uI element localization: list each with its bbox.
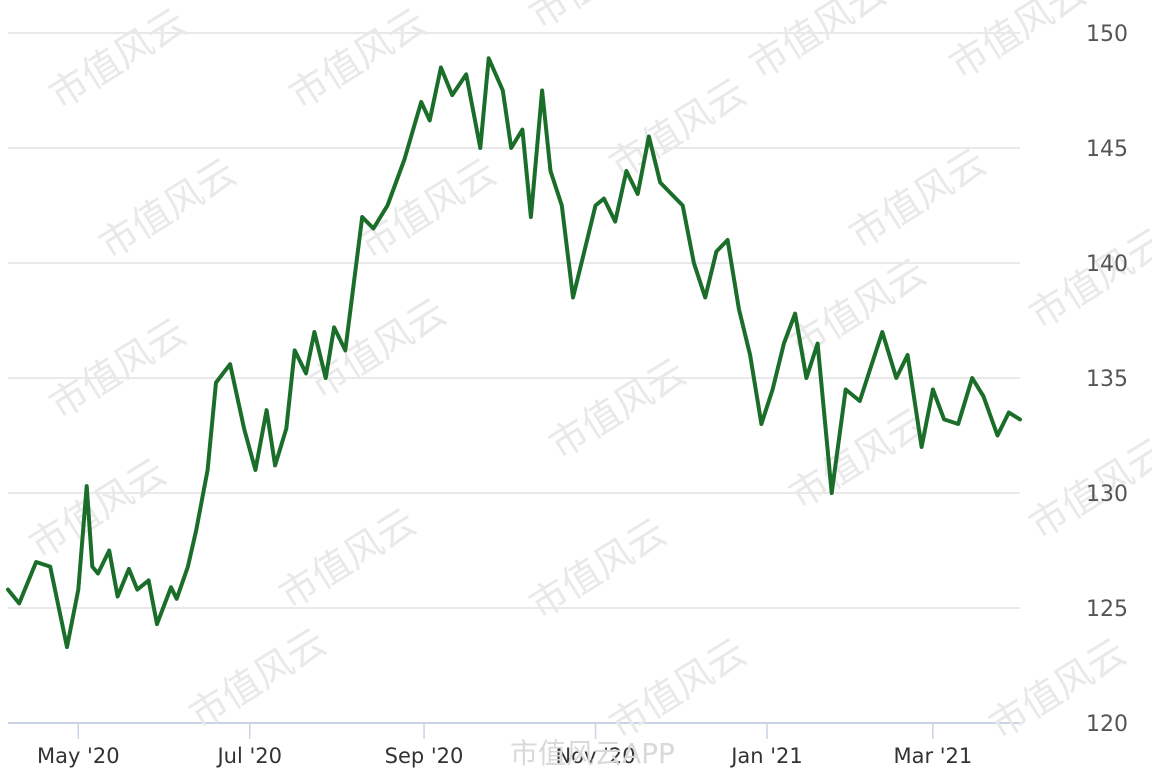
watermark-logo: 市值风云APP bbox=[510, 737, 675, 770]
watermark-text: 市值风云 bbox=[601, 630, 753, 748]
watermark-text: 市值风云 bbox=[41, 310, 193, 428]
x-tick-label: May '20 bbox=[37, 744, 120, 768]
watermark-text: 市值风云 bbox=[281, 0, 433, 118]
x-tick-label: Sep '20 bbox=[385, 744, 464, 768]
y-tick-label: 145 bbox=[1086, 137, 1128, 162]
watermark-text: 市值风云 bbox=[521, 0, 673, 38]
watermark-text: 市值风云 bbox=[41, 0, 193, 118]
y-tick-label: 140 bbox=[1086, 252, 1128, 277]
watermark-text: 市值风云 bbox=[21, 450, 173, 568]
x-tick-label: Mar '21 bbox=[893, 744, 972, 768]
x-tick-label: Nov '20 bbox=[555, 744, 635, 768]
x-tick-label: Jan '21 bbox=[729, 744, 803, 768]
watermark-text: 市值风云 bbox=[541, 350, 693, 468]
y-tick-label: 150 bbox=[1086, 22, 1128, 47]
watermark-text: 市值风云 bbox=[1021, 220, 1152, 338]
watermark-text: 市值风云 bbox=[781, 250, 933, 368]
y-tick-label: 135 bbox=[1086, 367, 1128, 392]
x-axis: May '20 Jul '20 Sep '20 Nov '20 Jan '21 Mar '… bbox=[37, 723, 972, 768]
gridlines bbox=[8, 32, 1020, 724]
watermark-text: 市值风云 bbox=[781, 400, 933, 518]
watermark-text: 市值风云 bbox=[941, 0, 1093, 88]
y-tick-label: 130 bbox=[1086, 482, 1128, 507]
watermark-text: 市值风云 bbox=[521, 510, 673, 628]
watermark-text: 市值风云 bbox=[301, 290, 453, 408]
watermark-text: 市值风云 bbox=[91, 150, 243, 268]
y-tick-label: 125 bbox=[1086, 597, 1128, 622]
y-tick-label: 120 bbox=[1086, 712, 1128, 737]
watermark-text: 市值风云 bbox=[601, 70, 753, 188]
x-tick-label: Jul '20 bbox=[215, 744, 282, 768]
watermark-text: 市值风云 bbox=[841, 140, 993, 258]
watermark-text: 市值风云 bbox=[741, 0, 893, 88]
y-axis-ticks: 120 125 130 135 140 145 150 bbox=[1086, 22, 1128, 737]
watermark-text: 市值风云 bbox=[181, 620, 333, 738]
series-line bbox=[6, 56, 1022, 650]
watermark-text: 市值风云 bbox=[351, 150, 503, 268]
watermark-text: 市值风云 bbox=[271, 500, 423, 618]
